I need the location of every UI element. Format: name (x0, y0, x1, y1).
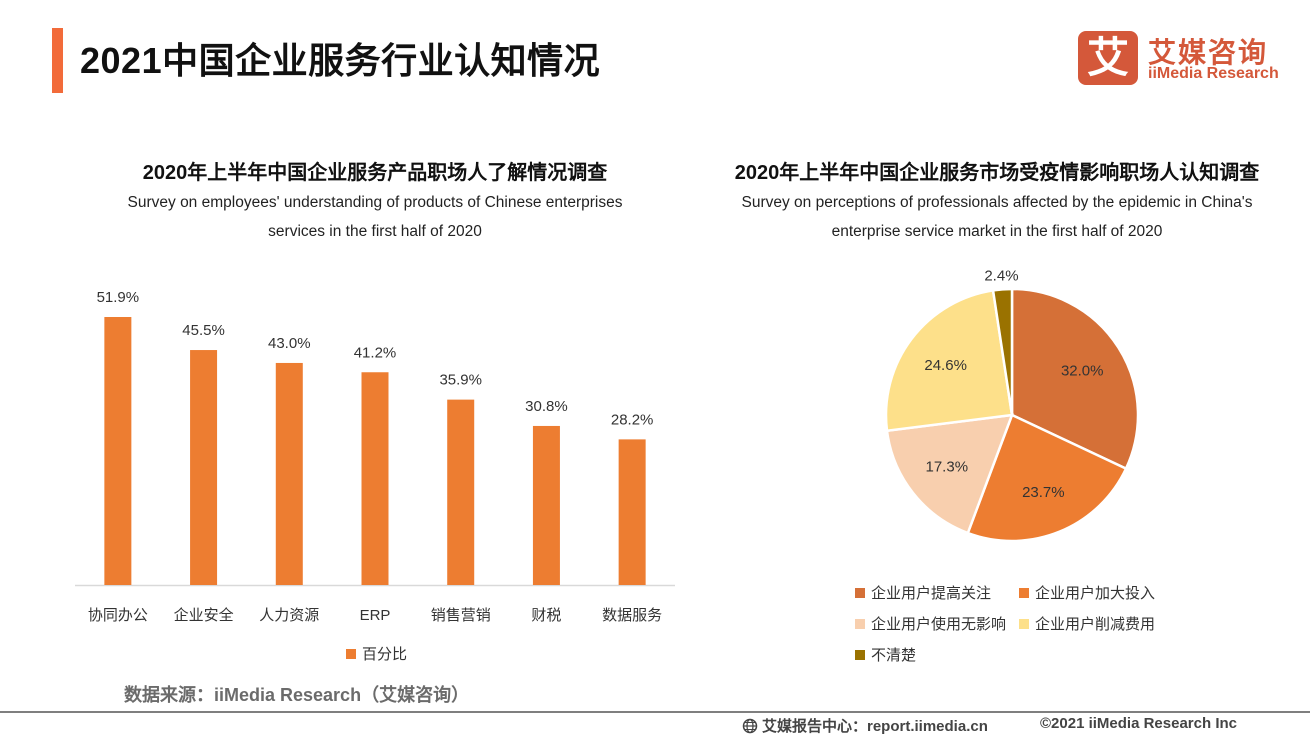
bar-chart: 51.9% 协同办公 45.5% 企业安全 43.0% 人力资源 41.2% ERP 35.9%… (75, 289, 675, 624)
legend-swatch (1019, 619, 1029, 629)
x-tick-label: 财税 (531, 607, 561, 624)
legend-item: 企业用户加大投入 (1019, 582, 1155, 603)
pie-data-label: 23.7% (1022, 484, 1065, 501)
legend-swatch (855, 650, 865, 660)
pie-slice (966, 413, 1128, 543)
bar-chart-subtitle-line-1: Survey on employees' understanding of pr… (127, 194, 623, 211)
x-tick-label: 企业安全 (174, 606, 234, 624)
bar-chart-subtitle-line-2: services in the first half of 2020 (268, 223, 482, 240)
bar (104, 317, 132, 585)
legend-label: 企业用户提高关注 (871, 585, 992, 602)
pie-data-label: 2.4% (984, 267, 1018, 284)
x-tick-label: 销售营销 (431, 607, 491, 624)
bar-data-label: 43.0% (268, 335, 311, 352)
legend-item: 不清楚 (855, 644, 916, 665)
legend-label: 不清楚 (871, 647, 917, 664)
title-accent-bar (52, 28, 63, 93)
legend-swatch (855, 619, 865, 629)
pie-chart-legend: 企业用户提高关注 企业用户加大投入企业用户使用无影响 企业用户削减费用不清楚 (855, 582, 1215, 672)
bar-data-label: 28.2% (611, 411, 654, 428)
legend-label: 百分比 (362, 646, 408, 663)
pie-slice (1010, 287, 1140, 471)
legend-swatch (855, 588, 865, 598)
pie-slice (991, 287, 1014, 416)
pie-data-label: 17.3% (926, 459, 969, 476)
legend-item: 企业用户提高关注 (855, 582, 991, 603)
pie-chart-subtitle-line-1: Survey on perceptions of professionals a… (741, 194, 1253, 211)
pie-data-label: 24.6% (924, 357, 967, 374)
legend-swatch (1019, 588, 1029, 598)
footer-copyright: ©2021 iiMedia Research Inc (1040, 715, 1237, 732)
pie-data-label: 32.0% (1061, 362, 1104, 379)
bar (447, 399, 475, 585)
bar-data-label: 51.9% (97, 289, 140, 306)
footer-divider (0, 711, 1310, 713)
pie-slice (885, 413, 1014, 535)
bar-data-label: 41.2% (354, 344, 397, 361)
legend-item: 企业用户削减费用 (1019, 613, 1155, 634)
logo-cn-text: 艾媒咨询 (1148, 37, 1269, 68)
legend-label: 企业用户削减费用 (1035, 616, 1156, 633)
logo-en-text: iiMedia Research (1148, 65, 1279, 82)
bar (532, 425, 560, 585)
bar-data-label: 35.9% (439, 372, 482, 389)
pie-slice (884, 289, 1014, 433)
bar-chart-legend: 百分比 (346, 643, 407, 664)
bar-chart-title: 2020年上半年中国企业服务产品职场人了解情况调查 (142, 162, 608, 184)
logo-mark-icon: 艾 (1078, 31, 1138, 85)
bar (275, 362, 303, 585)
x-tick-label: ERP (360, 607, 391, 624)
bar (361, 372, 389, 585)
legend-label: 企业用户加大投入 (1035, 585, 1156, 602)
legend-item: 企业用户使用无影响 (855, 613, 1006, 634)
bar (190, 350, 218, 585)
pie-chart-subtitle: Survey on perceptions of professionals a… (667, 188, 1310, 246)
bar (618, 439, 646, 585)
bar-data-label: 45.5% (182, 322, 225, 339)
footer-report-link[interactable]: 艾媒报告中心：report.iimedia.cn (742, 715, 988, 736)
bar-chart-subtitle: Survey on employees' understanding of pr… (45, 188, 705, 246)
pie-chart-title: 2020年上半年中国企业服务市场受疫情影响职场人认知调查 (734, 162, 1260, 184)
x-tick-label: 数据服务 (602, 607, 662, 624)
pie-chart: 32.0% 23.7% 17.3% 24.6% 2.4% (884, 267, 1140, 543)
x-tick-label: 人力资源 (259, 607, 319, 624)
pie-chart-subtitle-line-2: enterprise service market in the first h… (831, 223, 1163, 240)
page-title: 2021中国企业服务行业认知情况 (80, 40, 601, 81)
x-tick-label: 协同办公 (88, 607, 148, 624)
legend-swatch (346, 649, 356, 659)
legend-label: 企业用户使用无影响 (871, 616, 1007, 633)
data-source: 数据来源：iiMedia Research（艾媒咨询） (124, 685, 470, 705)
footer-left-text: 艾媒报告中心：report.iimedia.cn (762, 718, 988, 735)
globe-icon (742, 718, 758, 734)
bar-data-label: 30.8% (525, 398, 568, 415)
